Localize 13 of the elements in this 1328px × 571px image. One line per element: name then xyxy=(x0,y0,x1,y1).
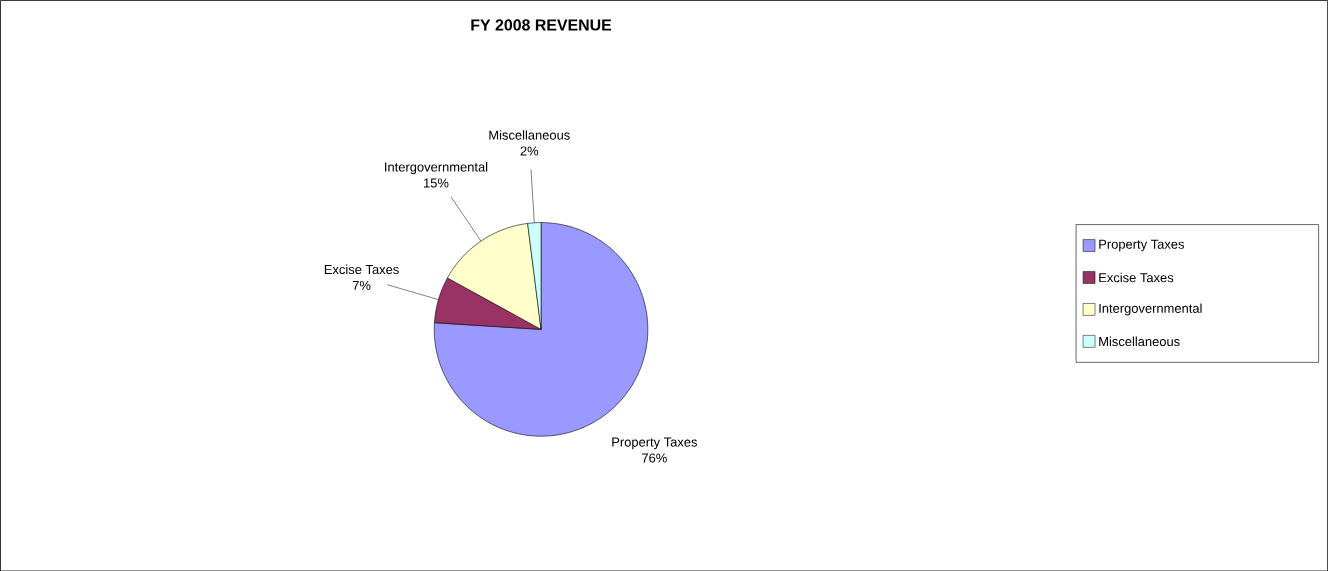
data-label: 76% xyxy=(642,453,667,463)
legend-label: Intergovernmental xyxy=(1099,303,1202,316)
slice-label: Intergovernmental xyxy=(385,161,488,174)
legend-label: Excise Taxes xyxy=(1099,272,1174,283)
legend-label: Miscellaneous xyxy=(1099,336,1180,346)
slice-label: Property Taxes xyxy=(612,437,698,450)
data-label: 2% xyxy=(520,146,539,156)
slice-label: Miscellaneous xyxy=(489,130,570,140)
data-label: 15% xyxy=(424,178,449,188)
legend-label: Property Taxes xyxy=(1099,239,1184,252)
data-label: 7% xyxy=(352,280,371,290)
slice-label: Excise Taxes xyxy=(324,264,399,274)
chart-title: FY 2008 REVENUE xyxy=(471,19,612,31)
